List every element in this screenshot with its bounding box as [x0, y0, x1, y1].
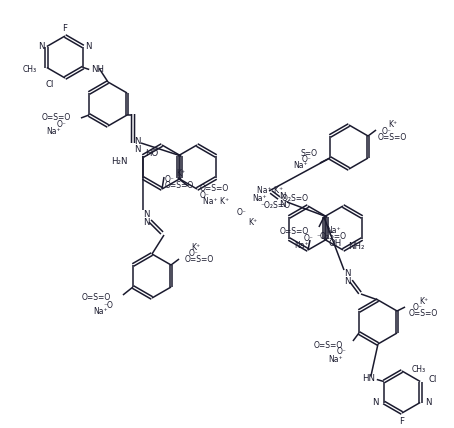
Text: K⁺: K⁺ [191, 243, 200, 252]
Text: ⁻O: ⁻O [103, 300, 113, 309]
Text: F: F [63, 24, 68, 33]
Text: O=S=O: O=S=O [314, 341, 343, 350]
Text: S=O: S=O [301, 149, 318, 158]
Text: O=S=O: O=S=O [200, 184, 229, 193]
Text: K⁺: K⁺ [176, 169, 185, 178]
Text: HO: HO [145, 149, 158, 158]
Text: Na⁺: Na⁺ [326, 226, 340, 235]
Text: K⁺: K⁺ [248, 217, 257, 226]
Text: ⁻O₂S=O: ⁻O₂S=O [278, 193, 308, 202]
Text: N: N [134, 146, 140, 155]
Text: O⁻: O⁻ [337, 348, 347, 357]
Text: Na⁺: Na⁺ [293, 161, 308, 170]
Text: Na⁺: Na⁺ [252, 193, 266, 202]
Text: N: N [134, 137, 140, 146]
Text: Cl: Cl [45, 80, 54, 89]
Text: O⁻: O⁻ [413, 303, 423, 312]
Text: O⁻: O⁻ [189, 249, 199, 258]
Text: O=S=O: O=S=O [378, 133, 407, 142]
Text: CH₃: CH₃ [412, 365, 426, 374]
Text: N: N [344, 277, 350, 286]
Text: O⁻: O⁻ [304, 234, 314, 243]
Text: O=S=O: O=S=O [409, 309, 438, 318]
Text: NH: NH [91, 65, 104, 74]
Text: N: N [279, 199, 285, 208]
Text: Na⁺: Na⁺ [294, 241, 309, 250]
Text: Na⁺ K⁺: Na⁺ K⁺ [203, 196, 229, 205]
Text: N: N [279, 191, 285, 200]
Text: ⁻O₂S=O: ⁻O₂S=O [260, 200, 290, 209]
Text: O⁻: O⁻ [165, 175, 175, 184]
Text: Na⁺: Na⁺ [328, 354, 343, 363]
Text: OH: OH [329, 238, 342, 247]
Text: O⁻: O⁻ [302, 155, 312, 164]
Text: N: N [425, 398, 432, 407]
Text: O=S=O: O=S=O [42, 113, 71, 122]
Text: NH₂: NH₂ [348, 241, 365, 250]
Text: CH₃: CH₃ [23, 65, 37, 74]
Text: K⁺: K⁺ [388, 119, 397, 128]
Text: N: N [143, 209, 149, 219]
Text: Cl: Cl [428, 375, 437, 384]
Text: F: F [400, 416, 405, 425]
Text: Na⁺: Na⁺ [46, 127, 61, 136]
Text: O=S=O: O=S=O [185, 255, 214, 264]
Text: N: N [39, 42, 45, 51]
Text: O=S=O: O=S=O [280, 226, 309, 235]
Text: N: N [85, 42, 91, 51]
Text: O=S=O: O=S=O [82, 292, 111, 301]
Text: O=S=O: O=S=O [165, 181, 194, 190]
Text: K⁺: K⁺ [419, 297, 428, 306]
Text: O⁻: O⁻ [382, 127, 392, 136]
Text: O⁻: O⁻ [57, 119, 67, 128]
Text: N: N [372, 398, 379, 407]
Text: Na⁺ K⁺: Na⁺ K⁺ [257, 185, 283, 194]
Text: H₂N: H₂N [111, 157, 128, 166]
Text: N: N [344, 270, 350, 279]
Text: N: N [143, 217, 149, 226]
Text: O⁻: O⁻ [200, 190, 210, 199]
Text: O⁻: O⁻ [237, 208, 247, 217]
Text: HN: HN [362, 374, 375, 383]
Text: ⁻O₂S=O: ⁻O₂S=O [316, 232, 346, 241]
Text: Na⁺: Na⁺ [94, 307, 108, 316]
